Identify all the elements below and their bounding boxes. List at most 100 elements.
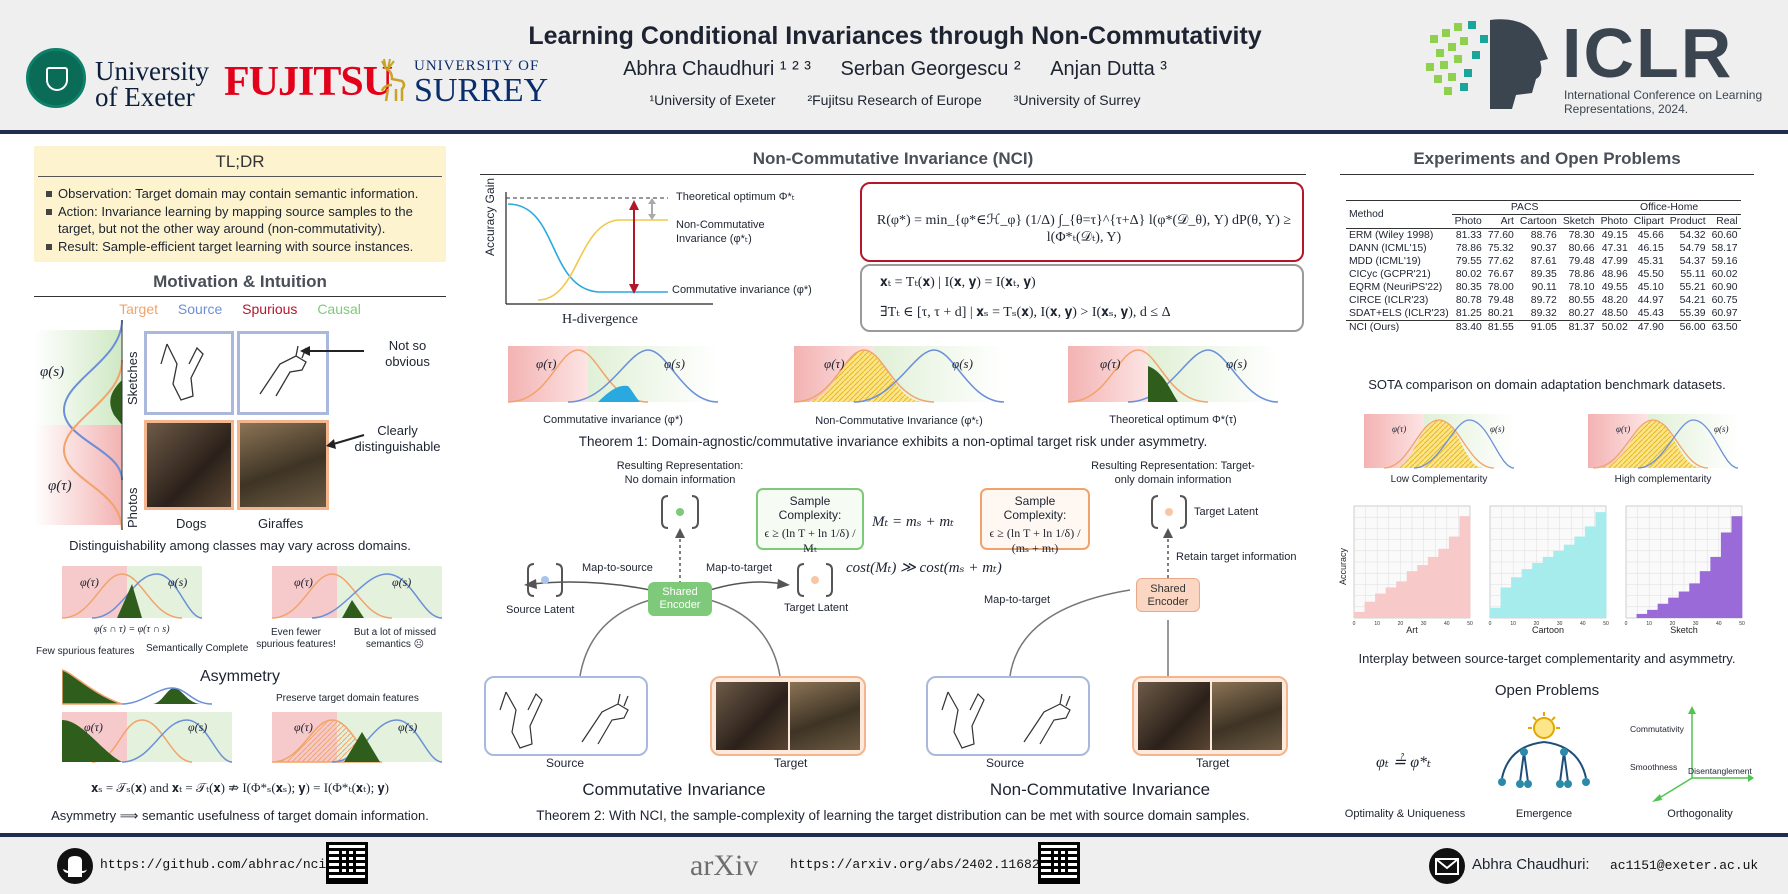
phi-t-label: φ(τ) bbox=[824, 356, 845, 371]
arrows bbox=[300, 346, 365, 449]
even-fewer-label: Even fewer spurious features! bbox=[256, 627, 336, 650]
table-header: Method bbox=[1346, 200, 1452, 229]
nci-title: Non-Commutative Invariance bbox=[989, 780, 1211, 799]
chart-bar bbox=[1364, 601, 1376, 618]
not-obvious-label: Not so obvious bbox=[385, 338, 430, 369]
chart-bar bbox=[1563, 544, 1575, 618]
complementarity-bar-charts: 0 10 20 30 40 50 Art 0 10 20 30 40 50 Cartoon 0 10 20 30 4… bbox=[1353, 505, 1745, 635]
table-cell: 54.79 bbox=[1679, 243, 1706, 254]
ci-title: Commutative Invariance bbox=[582, 780, 766, 799]
m-equation: Mₜ = mₛ + mₜ bbox=[872, 514, 954, 530]
nci-distribution bbox=[794, 346, 1004, 403]
table-cell: 60.02 bbox=[1711, 269, 1738, 280]
phi-s-label: φ(s) bbox=[952, 356, 973, 371]
table-cell: ERM (Wiley 1998) bbox=[1349, 230, 1434, 241]
x-tick-label: 10 bbox=[1374, 621, 1380, 627]
phi-s-label: φ(s) bbox=[1490, 424, 1505, 434]
shared-latent-icon bbox=[661, 495, 699, 529]
iclr-head-icon bbox=[1426, 19, 1548, 109]
table-row: SDAT+ELS (ICLR'23) 81.25 80.21 89.32 80.27 48… bbox=[1346, 307, 1741, 321]
phi-s-label: φ(s) bbox=[1714, 424, 1729, 434]
chart-bar bbox=[1448, 536, 1460, 618]
contact-name: Abhra Chaudhuri: bbox=[1472, 856, 1590, 873]
map-to-target-label: Map-to-target bbox=[984, 594, 1051, 606]
author-name: Serban Georgescu ² bbox=[840, 58, 1021, 80]
arxiv-url[interactable]: https://arxiv.org/abs/2402.11682 bbox=[790, 857, 1040, 872]
chart-bar bbox=[1699, 571, 1711, 618]
optimality-label: Optimality & Uniqueness bbox=[1344, 808, 1466, 820]
section-title-motivation: Motivation & Intuition bbox=[153, 272, 327, 291]
x-axis-label: Sketch bbox=[1670, 625, 1698, 635]
table-row: EQRM (NeuriPS'22) 80.35 78.00 90.11 78.10 49.… bbox=[1346, 281, 1741, 294]
arxiv-qr-code bbox=[1038, 842, 1080, 884]
iclr-subtitle: International Conference on Learning Rep… bbox=[1564, 88, 1763, 116]
giraffe-photo-image bbox=[237, 420, 329, 510]
x-axis-label: Cartoon bbox=[1532, 625, 1564, 635]
target-label: Target bbox=[1196, 756, 1230, 770]
table-cell: 45.43 bbox=[1637, 308, 1664, 319]
table-cell: 80.66 bbox=[1568, 243, 1595, 254]
section-title-experiments: Experiments and Open Problems bbox=[1413, 149, 1681, 168]
iclr-logo: ICLR bbox=[1562, 14, 1734, 92]
poster-footer: https://github.com/abhrac/nci arXiv http… bbox=[0, 837, 1788, 894]
chart-bar bbox=[1731, 516, 1743, 618]
table-cell: 89.32 bbox=[1530, 308, 1557, 319]
table-cell: 89.35 bbox=[1530, 269, 1557, 280]
x-tick-label: 10 bbox=[1510, 621, 1516, 627]
phi-s-label: φ(s) bbox=[40, 364, 65, 380]
phi-t-label: φ(τ) bbox=[1100, 356, 1121, 371]
github-icon[interactable] bbox=[56, 847, 94, 885]
accuracy-gain-plot bbox=[505, 192, 713, 305]
table-cell: 46.15 bbox=[1637, 243, 1664, 254]
chart-bar bbox=[1427, 556, 1439, 618]
tldr-box bbox=[34, 146, 446, 262]
table-header: Clipart bbox=[1633, 216, 1664, 227]
table-cell: 77.60 bbox=[1487, 230, 1514, 241]
source-label: Source bbox=[546, 756, 585, 770]
stag-icon bbox=[380, 58, 406, 102]
table-cell: 49.15 bbox=[1601, 230, 1628, 241]
affiliation-list: ¹University of Exeter ²Fujitsu Research … bbox=[500, 92, 1290, 108]
sample-complexity-box-left: Sample Complexity: ϵ ≥ (ln T + ln 1/δ) /… bbox=[756, 488, 864, 555]
x-tick-label: 40 bbox=[1716, 621, 1722, 627]
table-cell: 81.33 bbox=[1455, 230, 1482, 241]
source-images-panel bbox=[926, 676, 1090, 756]
contact-email[interactable]: ac1151@exeter.ac.uk bbox=[1610, 858, 1759, 873]
table-cell: 88.76 bbox=[1530, 230, 1557, 241]
x-tick-label: 30 bbox=[1421, 621, 1427, 627]
x-tick-label: 50 bbox=[1467, 621, 1473, 627]
poster-title: Learning Conditional Invariances through… bbox=[528, 22, 1262, 50]
table-cell: 80.27 bbox=[1568, 308, 1595, 319]
arxiv-logo[interactable]: arXiv bbox=[690, 849, 759, 882]
table-cell: 60.60 bbox=[1711, 230, 1738, 241]
chart-bar bbox=[1689, 583, 1701, 618]
x-tick-label: 40 bbox=[1444, 621, 1450, 627]
exeter-logo-text: University of Exeter bbox=[95, 56, 209, 112]
chart-bar bbox=[1710, 556, 1722, 618]
map-to-source-label: Map-to-source bbox=[582, 562, 653, 574]
distribution-figure bbox=[62, 566, 202, 619]
table-caption: SOTA comparison on domain adaptation ben… bbox=[1368, 377, 1726, 392]
col-label-giraffes: Giraffes bbox=[258, 516, 304, 531]
condition-equation-box: 𝐱ₜ = Tₜ(𝐱) | I(𝐱, 𝐲) = I(𝐱ₜ, 𝐲) ∃Tₜ ∈ [τ… bbox=[860, 264, 1304, 332]
table-header: Product bbox=[1669, 216, 1706, 227]
dist-label: Theoretical optimum Φ*(τ) bbox=[1109, 414, 1237, 426]
chart-bar bbox=[1396, 581, 1408, 618]
phi-s-label: φ(s) bbox=[392, 575, 412, 589]
table-cell: 47.99 bbox=[1601, 256, 1628, 267]
nci-curve-label: Non-Commutative Invariance (φ*ₜ) bbox=[676, 219, 765, 245]
chart-bar bbox=[1668, 597, 1680, 618]
table-cell: EQRM (NeuriPS'22) bbox=[1349, 282, 1443, 293]
table-cell: 49.55 bbox=[1601, 282, 1628, 293]
email-icon[interactable] bbox=[1428, 847, 1466, 885]
table-cell: CIRCE (ICLR'23) bbox=[1349, 295, 1429, 306]
table-header: Art bbox=[1500, 216, 1514, 227]
table-cell: 78.30 bbox=[1568, 230, 1595, 241]
chart-bar bbox=[1511, 577, 1522, 618]
axis-label-commutativity: Commutativity bbox=[1630, 724, 1684, 734]
risk-equation-box: R(φ*) = min_{φ*∈ℋ_φ} (1/Δ) ∫_{θ=τ}^{τ+Δ}… bbox=[860, 182, 1304, 262]
github-url[interactable]: https://github.com/abhrac/nci bbox=[100, 857, 327, 872]
y-axis-label: Accuracy Gain bbox=[483, 177, 497, 256]
shared-encoder-left: Shared Encoder bbox=[648, 582, 712, 616]
clearly-label: Clearly distinguishable bbox=[354, 423, 441, 454]
